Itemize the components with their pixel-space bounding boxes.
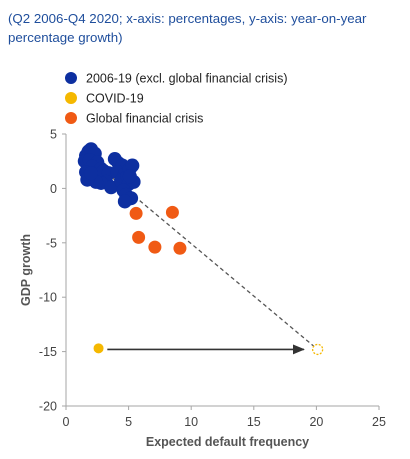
x-tick-label: 0	[63, 415, 70, 429]
x-tick-label: 10	[184, 415, 198, 429]
legend-marker	[65, 72, 77, 84]
data-point	[129, 206, 143, 220]
legend-marker	[65, 92, 77, 104]
data-point	[132, 230, 146, 244]
y-tick-label: 5	[50, 128, 57, 142]
data-point	[148, 240, 162, 254]
legend-marker	[65, 112, 77, 124]
x-axis-label: Expected default frequency	[146, 435, 309, 449]
data-points	[77, 142, 187, 354]
x-tick-label: 15	[247, 415, 261, 429]
x-tick-label: 5	[125, 415, 132, 429]
y-tick-label: -15	[39, 345, 57, 359]
y-tick-label: -20	[39, 400, 57, 414]
tick-labels: 5 0 -5 -10 -15 -20 0 5 10 15 20 25	[39, 128, 386, 430]
legend-entry: Global financial crisis	[86, 112, 203, 126]
y-axis-label: GDP growth	[19, 234, 33, 306]
data-point	[93, 343, 104, 354]
y-tick-label: 0	[50, 182, 57, 196]
x-tick-label: 25	[372, 415, 386, 429]
legend-entry: COVID-19	[86, 92, 144, 106]
y-tick-label: -5	[46, 236, 57, 250]
data-point	[165, 205, 179, 219]
legend-entry: 2006-19 (excl. global financial crisis)	[86, 72, 287, 86]
x-tick-label: 20	[309, 415, 323, 429]
data-point	[173, 241, 187, 255]
chart-subtitle: (Q2 2006-Q4 2020; x-axis: percentages, y…	[8, 11, 367, 45]
legend: 2006-19 (excl. global financial crisis) C…	[65, 72, 287, 126]
projected-point	[312, 343, 324, 356]
data-point	[122, 169, 137, 184]
axes	[65, 134, 379, 407]
data-point	[125, 158, 140, 173]
data-point	[84, 166, 99, 181]
data-point	[117, 194, 132, 209]
y-tick-label: -10	[39, 291, 57, 305]
data-point	[104, 180, 119, 195]
